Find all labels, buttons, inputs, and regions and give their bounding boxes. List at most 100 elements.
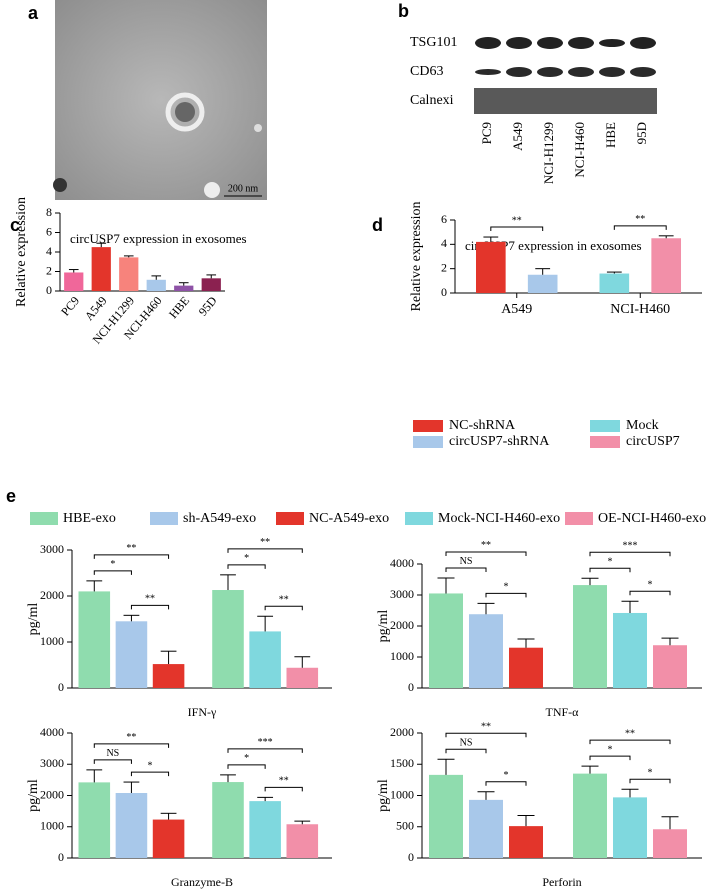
legend-label: circUSP7-shRNA <box>449 434 550 449</box>
sig-bracket <box>445 567 487 572</box>
x-tick-label: NCI-H460 <box>610 302 670 317</box>
sig-label: * <box>244 753 249 764</box>
legend-swatch <box>565 512 593 525</box>
sig-bracket <box>490 226 544 232</box>
y-tick-label: 1000 <box>40 634 64 648</box>
y-tick-label: 2000 <box>40 787 64 801</box>
sig-label: ** <box>635 214 645 225</box>
bar <box>469 799 503 858</box>
bar <box>475 241 506 293</box>
sig-bracket <box>227 764 266 769</box>
sig-bracket <box>130 771 170 777</box>
tem-background <box>55 0 267 200</box>
blot-row-label: TSG101 <box>410 35 457 50</box>
band <box>599 39 625 47</box>
bar <box>249 631 281 688</box>
y-axis-label: pg/ml <box>376 610 391 643</box>
legend-swatch <box>30 512 58 525</box>
band <box>568 37 594 49</box>
legend-label: HBE-exo <box>63 511 116 526</box>
legend-label: Mock <box>626 418 659 433</box>
bar <box>212 782 244 858</box>
y-tick-label: 4000 <box>40 725 64 739</box>
y-tick-label: 2000 <box>390 618 414 632</box>
lane-label: NCI-H460 <box>572 122 587 178</box>
sig-label: * <box>148 760 153 771</box>
bar <box>115 793 148 858</box>
y-tick-label: 6 <box>441 212 447 226</box>
bar <box>573 585 607 688</box>
sig-bracket <box>613 225 667 230</box>
panel-label: b <box>398 1 409 21</box>
sig-bracket <box>589 551 671 557</box>
lane-label: PC9 <box>479 122 494 144</box>
sig-label: NS <box>460 556 473 567</box>
sig-bracket <box>93 554 170 559</box>
bar <box>212 590 244 688</box>
x-axis-label: TNF-α <box>546 705 580 719</box>
sig-bracket <box>445 732 527 738</box>
panel-label: a <box>28 3 39 23</box>
sig-label: * <box>608 744 613 755</box>
y-tick-label: 0 <box>58 680 64 694</box>
sig-label: * <box>504 770 509 781</box>
bar <box>653 829 687 858</box>
band <box>506 37 532 49</box>
y-tick-label: 0 <box>408 680 414 694</box>
scale-text: 200 nm <box>228 183 259 194</box>
bar <box>146 279 166 291</box>
bar <box>201 278 221 291</box>
x-tick-label: HBE <box>166 294 192 321</box>
sig-bracket <box>93 759 132 764</box>
legend-label: Mock-NCI-H460-exo <box>438 511 560 526</box>
sig-label: ** <box>481 722 491 733</box>
exosome-core <box>175 102 195 122</box>
y-axis-label: pg/ml <box>376 779 391 812</box>
bar <box>119 257 139 291</box>
bar <box>152 664 185 688</box>
sig-label: ** <box>279 595 289 606</box>
tem-image: 200 nm <box>53 0 267 200</box>
sig-label: ** <box>145 594 155 605</box>
band <box>475 69 501 75</box>
y-tick-label: 500 <box>396 819 414 833</box>
bar <box>653 645 687 688</box>
bar <box>527 274 558 293</box>
bar <box>286 667 319 688</box>
legend-swatch <box>590 436 620 448</box>
legend-swatch <box>413 420 443 432</box>
sig-label: * <box>648 768 653 779</box>
y-tick-label: 3000 <box>390 587 414 601</box>
sig-bracket <box>264 786 303 792</box>
legend-swatch <box>405 512 433 525</box>
y-axis-label: pg/ml <box>26 779 41 812</box>
bar <box>429 593 463 688</box>
sig-label: ** <box>512 215 522 226</box>
x-tick-label: PC9 <box>58 294 82 319</box>
legend-swatch <box>590 420 620 432</box>
band <box>630 67 656 77</box>
y-tick-label: 3000 <box>40 542 64 556</box>
sig-label: * <box>244 553 249 564</box>
bar <box>78 782 111 858</box>
sig-label: NS <box>460 738 473 749</box>
y-tick-label: 3000 <box>40 756 64 770</box>
sig-bracket <box>589 755 631 761</box>
sig-bracket <box>227 748 303 753</box>
panel-label: d <box>372 215 383 235</box>
bar <box>469 614 503 688</box>
sig-bracket <box>93 743 170 748</box>
sig-label: * <box>504 582 509 593</box>
y-tick-label: 2000 <box>40 588 64 602</box>
y-tick-label: 0 <box>46 283 52 297</box>
sig-bracket <box>629 590 671 596</box>
chart-title: circUSP7 expression in exosomes <box>465 238 642 253</box>
band <box>568 67 594 77</box>
legend-label: NC-shRNA <box>449 418 516 433</box>
bar <box>64 272 84 291</box>
sig-bracket <box>445 748 487 754</box>
y-tick-label: 0 <box>408 850 414 864</box>
sig-bracket <box>227 548 303 553</box>
sig-label: * <box>110 559 115 570</box>
